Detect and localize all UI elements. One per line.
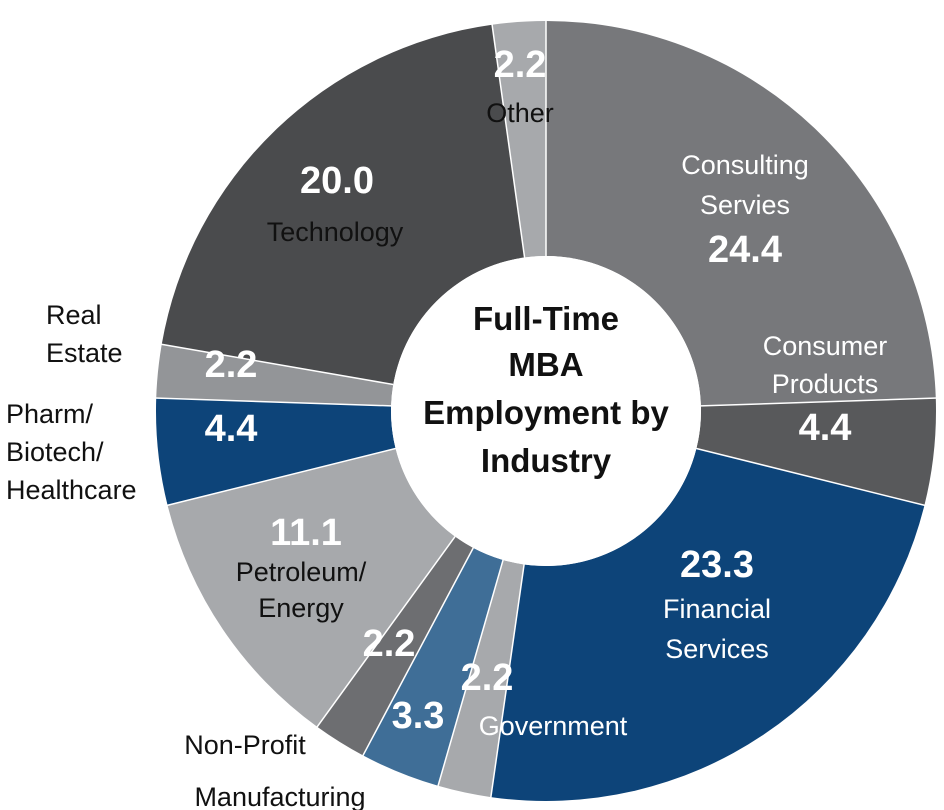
center-title: Full-Time MBA Employment by Industry: [423, 300, 669, 479]
slice-divider: [696, 447, 927, 507]
slice-divider: [315, 536, 456, 729]
slices-group: [154, 19, 938, 801]
slice-value-technology: 20.0: [300, 160, 374, 202]
slice-value-real-estate: 2.2: [205, 344, 258, 386]
slice-financial-services: [490, 448, 925, 801]
slice-label-pharm-biotech-healthcare: Pharm/Biotech/Healthcare: [6, 399, 137, 505]
slice-consulting-servies: [546, 21, 936, 406]
slice-divider: [165, 447, 396, 507]
slice-divider: [159, 343, 394, 386]
slice-divider: [154, 397, 392, 407]
slice-divider: [361, 547, 474, 758]
slice-other: [492, 21, 546, 258]
slice-value-petroleum-energy: 11.1: [270, 512, 342, 554]
slice-divider: [436, 559, 504, 788]
slice-label-other: Other: [486, 98, 554, 128]
center-title-line: MBA: [508, 346, 583, 383]
slice-value-consumer-products: 4.4: [799, 407, 852, 449]
slice-pharm-biotech-healthcare: [156, 398, 396, 506]
slice-value-government: 2.2: [461, 657, 514, 699]
slice-value-non-profit: 2.2: [363, 623, 416, 665]
slice-value-financial-services: 23.3: [680, 544, 754, 586]
slice-divider: [700, 397, 938, 407]
slice-value-pharm-biotech-healthcare: 4.4: [205, 408, 258, 450]
slice-government: [438, 559, 525, 798]
center-hole: [391, 256, 701, 566]
slice-label-real-estate: Real Estate: [46, 300, 123, 368]
slice-value-consulting-servies: 24.4: [708, 229, 782, 271]
slice-divider: [489, 564, 525, 800]
center-title-line: Industry: [481, 442, 612, 479]
slice-real-estate: [156, 344, 394, 406]
center-title-line: Full-Time: [473, 300, 619, 337]
slice-label-non-profit: Non-Profit: [184, 730, 306, 760]
labels-group: 24.4 Consulting Servies 4.4 Consumer Products…: [6, 44, 887, 810]
center-title-line: Employment by: [423, 394, 669, 431]
slice-value-other: 2.2: [494, 44, 547, 86]
slice-technology: [161, 24, 525, 385]
slice-label-consumer-products: Consumer Products: [763, 331, 888, 399]
slice-label-consulting-servies: Consulting Servies: [681, 150, 809, 220]
slice-value-manufacturing: 3.3: [392, 695, 445, 737]
slice-consumer-products: [696, 398, 936, 506]
slice-label-technology: Technology: [267, 217, 404, 247]
slice-label-manufacturing: Manufacturing: [194, 782, 365, 810]
slice-label-petroleum-energy: Petroleum/Energy: [236, 557, 367, 623]
slice-petroleum-energy: [167, 448, 456, 727]
slice-label-financial-services: Financial Services: [663, 594, 771, 664]
slice-manufacturing: [363, 547, 504, 786]
slice-non-profit: [317, 536, 474, 756]
slice-label-government: Government: [479, 711, 628, 741]
slice-divider: [491, 22, 526, 258]
